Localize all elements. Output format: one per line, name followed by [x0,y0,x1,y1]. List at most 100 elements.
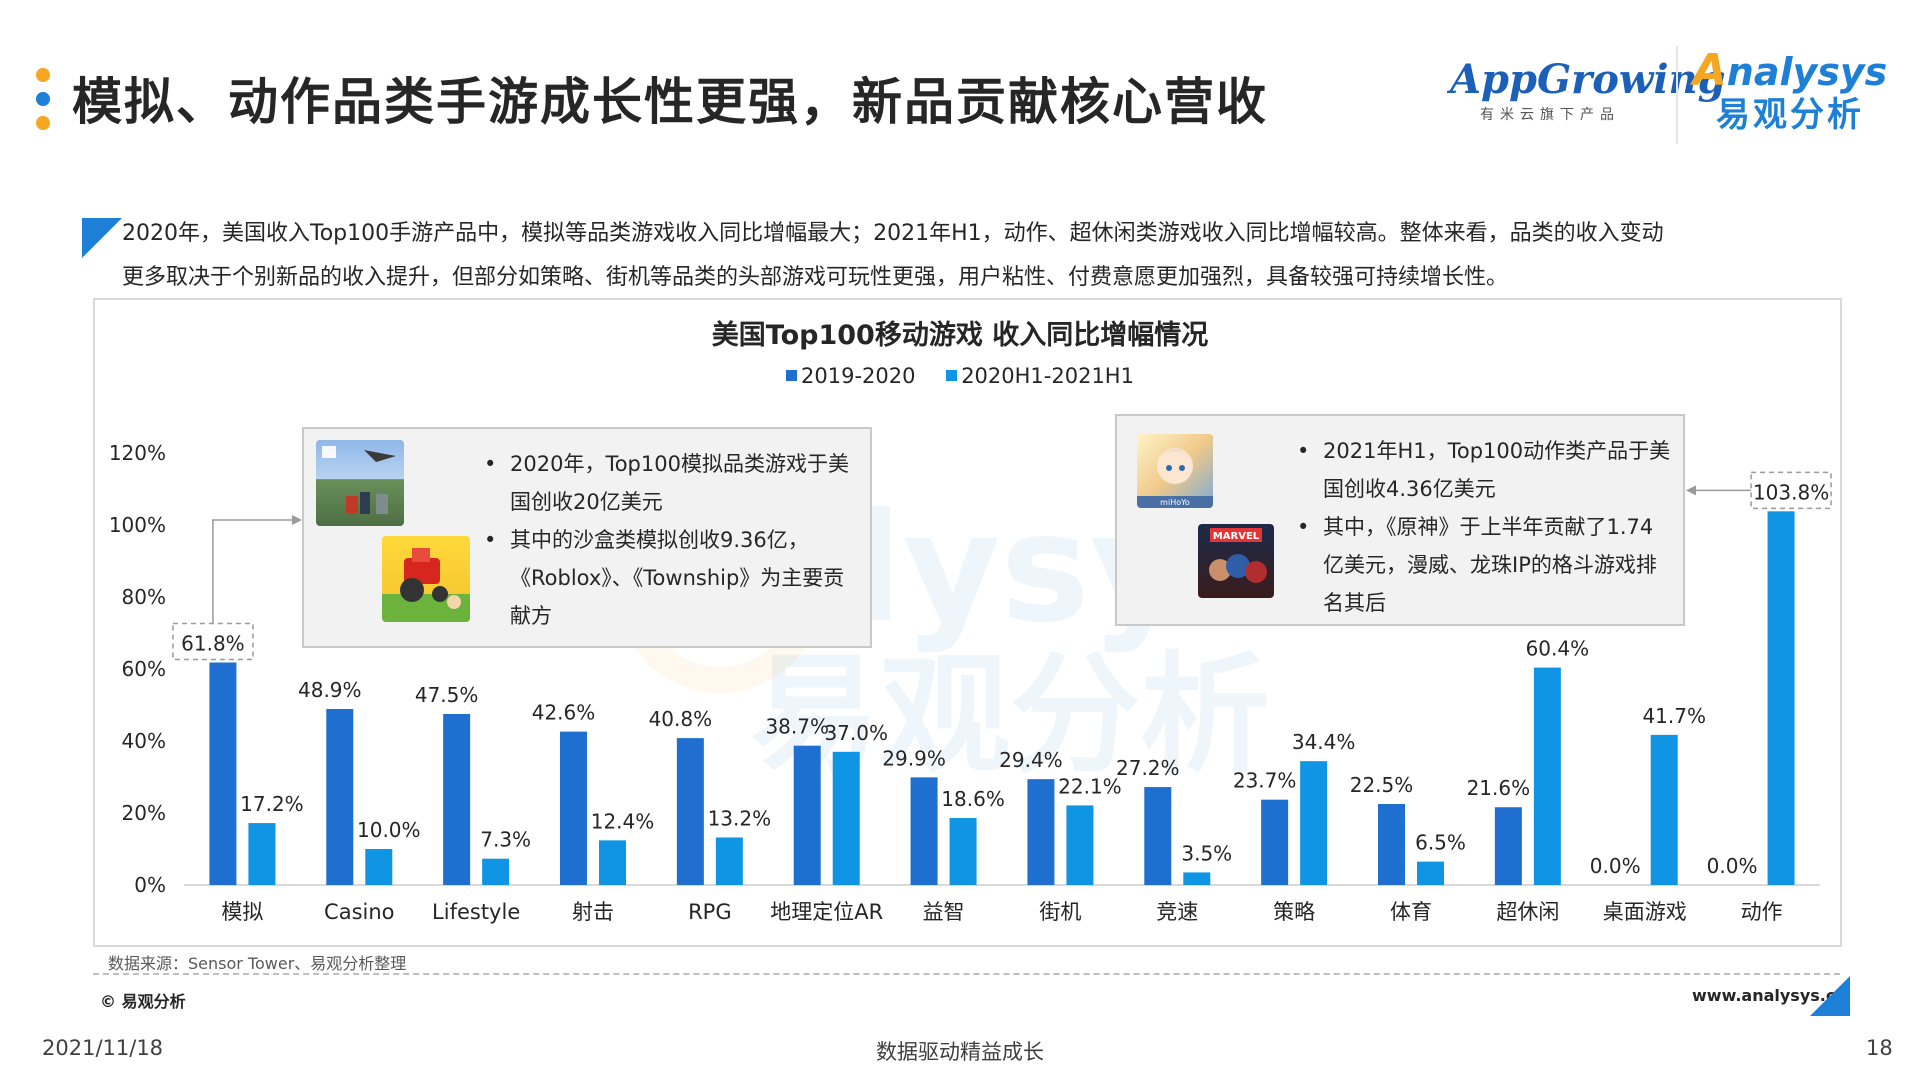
data-label: 34.4% [1292,730,1356,754]
callout-bullet: 2021年H1，Top100动作类产品于美国创收4.36亿美元 [1293,432,1673,508]
legend-label: 2020H1-2021H1 [961,364,1134,388]
data-source: 数据来源：Sensor Tower、易观分析整理 [108,954,407,973]
bar-series1 [1261,799,1289,885]
x-tick-label: 桌面游戏 [1603,900,1687,924]
legend-label: 2019-2020 [801,364,916,388]
y-tick-label: 60% [122,657,166,681]
y-tick-label: 20% [122,801,166,825]
source-divider [93,973,1840,975]
genshin-thumbnail: miHoYo [1137,434,1213,508]
legend-item-2019-2020: 2019-2020 [786,364,916,388]
analysys-logo: Analysys 易观分析 [1690,45,1890,136]
bar-series1 [1027,779,1055,885]
bar-series1 [1378,804,1405,885]
data-label: 21.6% [1467,776,1531,800]
chart-frame [93,298,1842,947]
x-tick-label: 策略 [1273,900,1315,924]
data-label: 23.7% [1233,769,1297,793]
data-label: 3.5% [1181,841,1232,865]
x-tick-label: Casino [324,900,394,924]
callout-bullet: 其中的沙盒类模拟创收9.36亿，《Roblox》、《Township》为主要贡献… [480,521,860,635]
y-tick-label: 0% [134,873,166,897]
bar-series2 [832,751,860,885]
intro-line-2: 更多取决于个别新品的收入提升，但部分如策略、街机等品类的头部游戏可玩性更强，用户… [122,265,1509,290]
y-tick-label: 100% [109,513,166,537]
bar-series2 [1417,861,1444,885]
intro-triangle-icon [82,218,122,258]
bar-series2 [1767,511,1795,885]
bar-series1 [560,731,587,885]
data-label: 12.4% [591,809,655,833]
bar-series2 [1533,667,1561,885]
x-tick-label: Lifestyle [432,900,520,924]
data-label: 29.4% [999,748,1063,772]
orange-dot [36,68,50,82]
website-link[interactable]: www.analysys.cn [1692,986,1847,1005]
data-label: 22.1% [1058,774,1122,798]
logo-growing-text: Growing [1536,56,1726,103]
marvel-game-app-icon: MARVEL [1209,528,1267,583]
x-tick-label: 模拟 [221,900,263,924]
data-label: 42.6% [532,701,596,725]
bar-series1 [326,708,354,885]
data-label: 27.2% [1116,756,1180,780]
x-tick-label: 益智 [923,900,965,924]
chart-legend: 2019-2020 2020H1-2021H1 [0,364,1920,388]
data-label: 47.5% [415,683,479,707]
chart-title: 美国Top100移动游戏 收入同比增幅情况 [711,320,1209,351]
x-tick-label: 地理定位AR [770,900,883,924]
genshin-impact-app-icon: miHoYo [1137,448,1213,508]
connector-arrow [292,515,302,525]
roblox-game-screenshot-icon [322,446,396,514]
title-bullet-dots [36,68,50,140]
bar-series1 [1144,787,1172,885]
x-tick-label: 超休闲 [1496,900,1559,924]
roblox-thumbnail [316,440,404,526]
data-label: 38.7% [765,715,829,739]
x-tick-label: 射击 [572,900,614,924]
bar-series2 [599,840,626,885]
analysys-chinese: 易观分析 [1716,95,1864,135]
township-tractor-icon [382,548,470,622]
data-label: 18.6% [941,787,1005,811]
data-label: 7.3% [480,828,531,852]
bar-series2 [482,858,510,885]
appgrowing-tagline: 有米云旗下产品 [1480,107,1620,123]
mihoyo-label: miHoYo [1160,498,1190,507]
bar-series2 [365,849,393,885]
bar-series2 [949,818,977,885]
data-label: 22.5% [1350,773,1414,797]
data-label: 61.8% [181,632,245,656]
appgrowing-logo: AppGrowing 有米云旗下产品 [1450,56,1726,124]
data-label: 13.2% [708,806,772,830]
legend-swatch [786,369,798,381]
x-tick-label: RPG [688,900,732,924]
callout-bullet: 其中，《原神》于上半年贡献了1.74亿美元，漫威、龙珠IP的格斗游戏排名其后 [1293,508,1673,622]
bar-series1 [443,714,471,885]
orange-dot [36,116,50,130]
data-label: 41.7% [1642,704,1706,728]
bar-series1 [676,738,704,885]
bar-series1 [209,662,237,885]
bar-series1 [793,745,821,885]
page-title: 模拟、动作品类手游成长性更强，新品贡献核心营收 [72,73,1268,131]
data-label: 29.9% [882,746,946,770]
bar-series1 [910,777,938,885]
x-tick-label: 街机 [1039,900,1081,924]
corner-triangle-icon [1810,976,1850,1016]
analysys-mark: A [1692,45,1727,96]
callout-bullet: 2020年，Top100模拟品类游戏于美国创收20亿美元 [480,445,860,521]
intro-text: 2020年，美国收入Top100手游产品中，模拟等品类游戏收入同比增幅最大；20… [122,212,1822,300]
connector-line [212,519,296,624]
y-tick-label: 80% [122,585,166,609]
highlight-box [1750,471,1832,510]
data-label: 17.2% [240,792,304,816]
legend-item-2020h1-2021h1: 2020H1-2021H1 [946,364,1134,388]
logo-app-text: App [1450,56,1537,103]
marvel-label: MARVEL [1213,531,1260,542]
blue-dot [36,92,50,106]
x-tick-label: 动作 [1741,900,1783,924]
data-label: 6.5% [1415,831,1466,855]
footer-date: 2021/11/18 [42,1036,164,1060]
data-label: 37.0% [824,721,888,745]
